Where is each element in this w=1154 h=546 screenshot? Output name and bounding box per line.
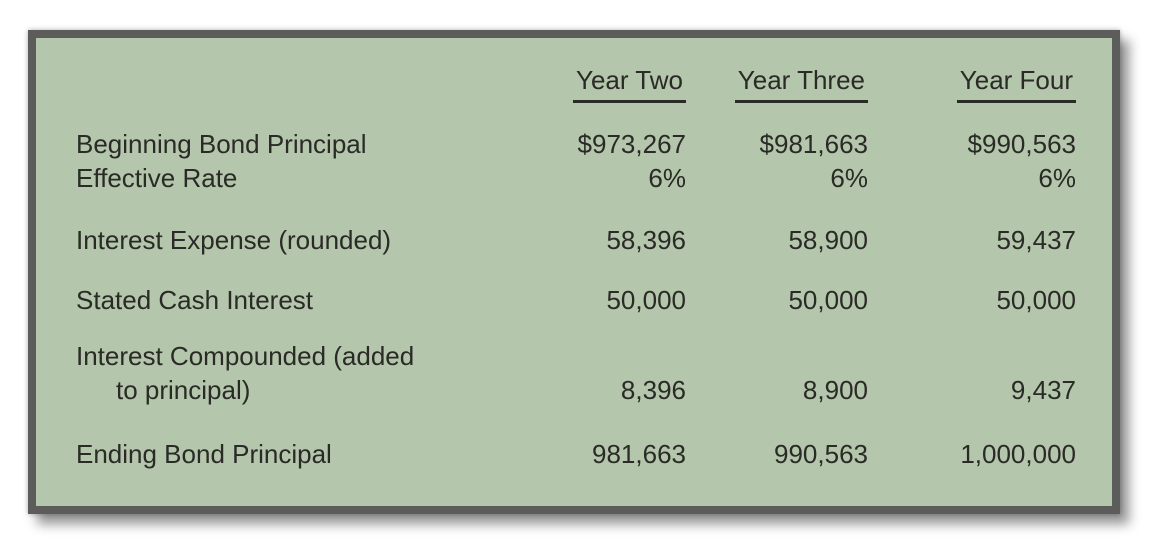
column-header-cell: Year Four [868,64,1076,103]
cell-value: 50,000 [996,285,1076,315]
row-label: Beginning Bond Principal [76,129,367,159]
column-header-spacer [76,64,476,103]
bond-table-panel: Year Two Year Three Year Four Beginning … [28,30,1120,514]
table-row-stated-cash-interest: Stated Cash Interest 50,000 50,000 50,00… [76,283,1112,317]
table-row-interest-expense: Interest Expense (rounded) 58,396 58,900… [76,223,1112,257]
cell-value: 58,900 [788,225,868,255]
bond-amortization-table: Year Two Year Three Year Four Beginning … [36,38,1112,471]
cell-value: 8,396 [620,375,686,405]
cell-value: 58,396 [606,225,686,255]
cell-value: 50,000 [788,285,868,315]
table-row-interest-compounded: Interest Compounded (added to principal)… [76,339,1112,407]
column-header-year-four: Year Four [956,64,1076,103]
column-header-year-two: Year Two [573,64,686,103]
cell-value: 981,663 [592,439,686,469]
cell-value: 8,900 [802,375,868,405]
cell-value: 6% [648,163,686,193]
cell-value: $973,267 [577,129,686,159]
cell-value: 990,563 [774,439,868,469]
row-label: Interest Expense (rounded) [76,225,392,255]
table-header-row: Year Two Year Three Year Four [76,64,1112,103]
row-label-line-1: Interest Compounded (added [76,341,415,371]
column-header-cell: Year Three [686,64,868,103]
cell-value: 6% [1038,163,1076,193]
cell-value: 50,000 [606,285,686,315]
row-label: Ending Bond Principal [76,439,332,469]
cell-value: $981,663 [759,129,868,159]
row-label: Interest Compounded (added to principal) [76,339,476,407]
cell-value: 9,437 [1010,375,1076,405]
column-header-cell: Year Two [476,64,686,103]
table-row-effective-rate: Effective Rate 6% 6% 6% [76,161,1112,195]
cell-value: $990,563 [967,129,1076,159]
row-label: Effective Rate [76,163,238,193]
column-header-year-three: Year Three [734,64,868,103]
cell-value: 6% [830,163,868,193]
row-label-line-2: to principal) [116,375,251,405]
cell-value: 1,000,000 [960,439,1076,469]
table-row-ending-bond-principal: Ending Bond Principal 981,663 990,563 1,… [76,437,1112,471]
table-row-beginning-bond-principal: Beginning Bond Principal $973,267 $981,6… [76,127,1112,161]
cell-value: 59,437 [996,225,1076,255]
row-label: Stated Cash Interest [76,285,314,315]
